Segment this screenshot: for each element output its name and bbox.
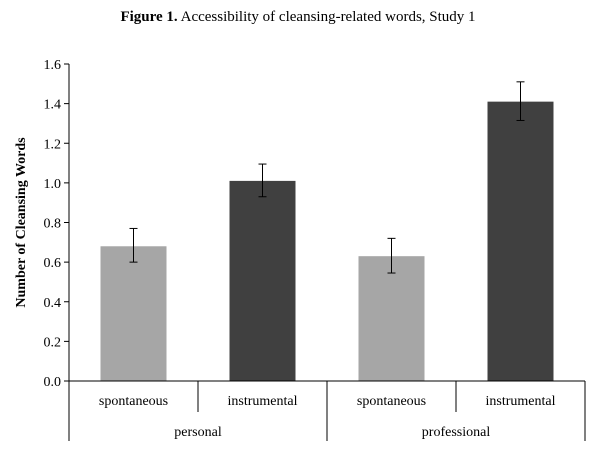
y-axis: 0.0 0.2 0.4 0.6 0.8 1.0 1.2 1.4 1.6 <box>44 58 70 441</box>
x-category-label: spontaneous <box>99 394 168 409</box>
x-group-label: personal <box>174 425 222 440</box>
bars <box>100 101 554 382</box>
x-category-label: spontaneous <box>357 394 426 409</box>
figure-title-prefix: Figure 1. <box>120 9 178 25</box>
y-tick-label: 0.4 <box>44 296 62 311</box>
bar-spontaneous <box>100 246 167 381</box>
y-tick-label: 0.6 <box>44 256 62 271</box>
figure-title: Figure 1. Accessibility of cleansing-rel… <box>0 9 596 26</box>
x-group-label: professional <box>422 425 491 440</box>
figure-title-text: Accessibility of cleansing-related words… <box>180 9 476 25</box>
x-category-label: instrumental <box>228 394 298 409</box>
y-tick-label: 1.4 <box>44 98 62 113</box>
y-tick-label: 0.0 <box>44 375 62 390</box>
bar-spontaneous <box>358 256 425 381</box>
bar-instrumental <box>487 101 554 382</box>
y-tick-label: 0.2 <box>44 335 62 350</box>
y-axis-label: Number of Cleansing Words <box>14 137 29 308</box>
y-tick-label: 1.2 <box>44 137 62 152</box>
error-bars <box>129 81 525 274</box>
bar-instrumental <box>229 180 296 381</box>
x-axis: spontaneous instrumental spontaneous instru… <box>69 380 586 441</box>
x-category-label: instrumental <box>486 394 556 409</box>
y-tick-label: 1.6 <box>44 58 62 73</box>
y-tick-label: 0.8 <box>44 217 62 232</box>
y-tick-label: 1.0 <box>44 177 62 192</box>
